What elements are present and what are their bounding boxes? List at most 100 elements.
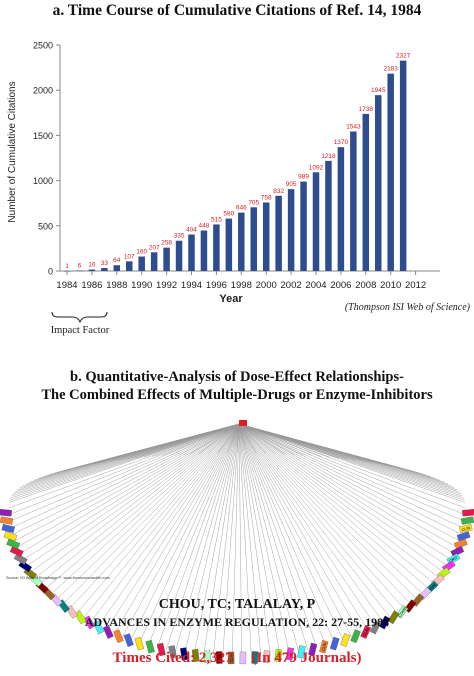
bar-value-label: 646 (236, 205, 247, 212)
times-cited: Times Cited: 2,327 (In 479 Journals) (112, 650, 362, 666)
journal-box-label: CLIN (461, 526, 471, 532)
y-tick-label: 1500 (33, 131, 53, 141)
journal-box (350, 629, 361, 644)
x-tick-label: 2000 (256, 280, 277, 291)
fan-line (80, 423, 240, 467)
fan-line (238, 423, 440, 481)
fan-line (238, 423, 438, 577)
journal-box (340, 633, 351, 647)
fan-line (51, 423, 240, 594)
fan-line (11, 423, 240, 528)
bar (101, 268, 108, 271)
bar (262, 202, 270, 271)
panel-b-title-line1: b. Quantitative-Analysis of Dose-Effect … (70, 369, 404, 385)
panel-b-title-line2: The Combined Effects of Multiple-Drugs o… (41, 387, 433, 403)
fan-line (98, 423, 240, 627)
bar (325, 160, 332, 271)
fan-line (54, 423, 240, 474)
fan-line (10, 423, 240, 522)
fan-line (73, 423, 240, 469)
journal-box (123, 633, 134, 647)
bar (387, 73, 394, 271)
publication-authors: CHOU, TC; TALALAY, P (158, 597, 316, 612)
fan-line (15, 423, 240, 541)
journal-box (456, 531, 471, 542)
fan-line (236, 423, 240, 454)
y-tick-label: 2500 (33, 41, 53, 51)
journal-box (441, 560, 456, 573)
journal-box (1, 523, 15, 534)
fan-line (238, 423, 266, 454)
bar-value-label: 448 (199, 223, 210, 230)
bar-value-label: 207 (149, 244, 160, 251)
journal-box (113, 629, 124, 644)
bar-value-label: 1218 (321, 153, 336, 160)
bar (113, 265, 121, 271)
bar (399, 60, 407, 272)
bar (200, 230, 208, 271)
fan-line (38, 423, 240, 479)
fan-line (43, 423, 240, 477)
publication-source: ADVANCES IN ENZYME REGULATION, 22: 27-55… (84, 615, 390, 629)
fan-line (238, 423, 454, 553)
fan-line (238, 423, 426, 475)
bar (337, 147, 345, 271)
journal-box (0, 508, 12, 517)
fan-line (238, 423, 257, 454)
fan-line (143, 423, 240, 458)
fan-line (238, 423, 348, 460)
fan-line (238, 423, 304, 456)
fan-line (41, 423, 240, 583)
x-tick-label: 1992 (156, 280, 177, 291)
fan-line (217, 423, 240, 454)
fan-line (8, 423, 240, 503)
fan-line (198, 423, 240, 454)
fan-line (9, 423, 240, 499)
bar-value-label: 16 (88, 262, 96, 269)
fan-line (238, 423, 356, 461)
bar (138, 256, 145, 271)
source-credit: Source: ISI Web of Knowledge™, www.thoms… (6, 576, 110, 580)
fan-line (238, 423, 313, 457)
journal-box (6, 538, 21, 550)
fan-line (83, 423, 240, 618)
fan-line (189, 423, 240, 455)
fan-line (238, 423, 408, 470)
impact-factor-brace (51, 311, 108, 324)
bar (312, 172, 320, 271)
fan-line (238, 423, 384, 623)
bar-value-label: 33 (101, 260, 109, 267)
fan-line (34, 423, 240, 481)
bar-value-label: 64 (113, 257, 121, 264)
bar-value-label: 1 (65, 263, 69, 270)
journal-box (0, 516, 14, 525)
bar-value-label: 758 (261, 194, 272, 201)
bar-value-label: 1370 (334, 139, 349, 146)
fan-line (238, 423, 405, 609)
fan-line (90, 423, 240, 623)
fan-line (46, 423, 240, 589)
fan-line (238, 423, 465, 515)
fan-line (110, 423, 240, 462)
source-note: (Thompson ISI Web of Science) (345, 302, 471, 313)
bar (150, 252, 158, 271)
fan-line (238, 423, 380, 465)
bar (188, 234, 195, 271)
bar (76, 270, 83, 272)
bar-value-label: 832 (273, 188, 284, 195)
fan-line (238, 423, 376, 627)
fan-line (9, 423, 240, 501)
fan-line (238, 423, 431, 477)
bar (213, 224, 220, 271)
fan-line (238, 423, 428, 589)
fan-line (238, 423, 295, 455)
journal-box (3, 531, 18, 542)
fan-line (238, 423, 401, 469)
bar (250, 207, 257, 271)
fan-line (87, 423, 240, 466)
bar-value-label: 6 (78, 262, 82, 269)
fan-line (238, 423, 447, 566)
bar (275, 195, 282, 271)
x-tick-label: 1986 (81, 280, 102, 291)
fan-line (20, 423, 240, 553)
